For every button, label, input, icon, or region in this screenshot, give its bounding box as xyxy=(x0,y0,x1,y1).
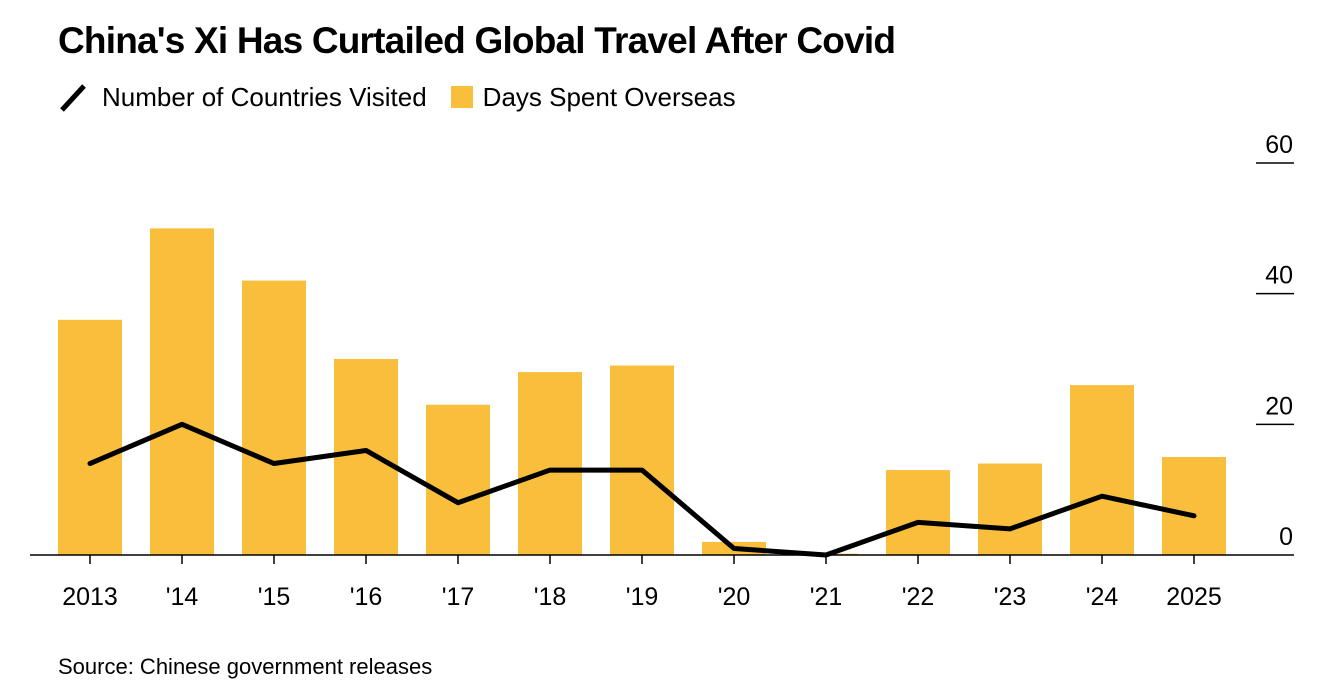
bar-4 xyxy=(426,404,490,555)
line-layer xyxy=(87,421,1197,558)
source-note: Source: Chinese government releases xyxy=(58,654,433,679)
x-tick-label: 2013 xyxy=(62,583,118,611)
x-tick-label: '24 xyxy=(1086,583,1119,611)
bar-5 xyxy=(518,372,582,555)
y-tick-label: 60 xyxy=(1265,131,1293,159)
x-tick-label: '19 xyxy=(626,583,659,611)
x-tick-label: '18 xyxy=(534,583,567,611)
legend-label-countries: Number of Countries Visited xyxy=(102,81,427,112)
bar-0 xyxy=(58,319,122,555)
bar-6 xyxy=(610,365,674,555)
y-tick-label: 20 xyxy=(1265,392,1293,420)
bar-12 xyxy=(1162,457,1226,555)
chart-title: China's Xi Has Curtailed Global Travel A… xyxy=(58,20,896,61)
bar-2 xyxy=(242,280,306,555)
legend-label-days: Days Spent Overseas xyxy=(482,81,736,112)
x-tick-label: '20 xyxy=(718,583,751,611)
bar-3 xyxy=(334,359,398,555)
bar-10 xyxy=(978,463,1042,555)
bars-layer xyxy=(58,228,1226,556)
bar-11 xyxy=(1070,385,1134,555)
x-tick-label: '15 xyxy=(258,583,291,611)
y-axis: 0 20 40 60 xyxy=(1256,131,1294,551)
x-tick-label: '22 xyxy=(902,583,935,611)
bar-1 xyxy=(150,228,214,556)
y-tick-label: 40 xyxy=(1265,262,1293,290)
x-tick-label: '17 xyxy=(442,583,475,611)
square-swatch-icon xyxy=(450,86,473,108)
x-tick-label: '21 xyxy=(810,583,843,611)
x-tick-label: 2025 xyxy=(1166,583,1222,611)
x-tick-label: '14 xyxy=(166,583,199,611)
x-axis: 2013 '14 '15 '16 '17 '18 '19 '20 '21 '22 '23 '24 202… xyxy=(30,554,1294,611)
legend: Number of Countries Visited Days Spent O… xyxy=(58,80,760,114)
x-tick-label: '23 xyxy=(994,583,1027,611)
bar-9 xyxy=(886,470,950,555)
legend-item-days: Days Spent Overseas xyxy=(450,81,736,113)
legend-item-countries: Number of Countries Visited xyxy=(58,80,427,114)
line-icon xyxy=(60,84,86,112)
y-tick-label: 0 xyxy=(1279,523,1293,551)
x-tick-label: '16 xyxy=(350,583,383,611)
